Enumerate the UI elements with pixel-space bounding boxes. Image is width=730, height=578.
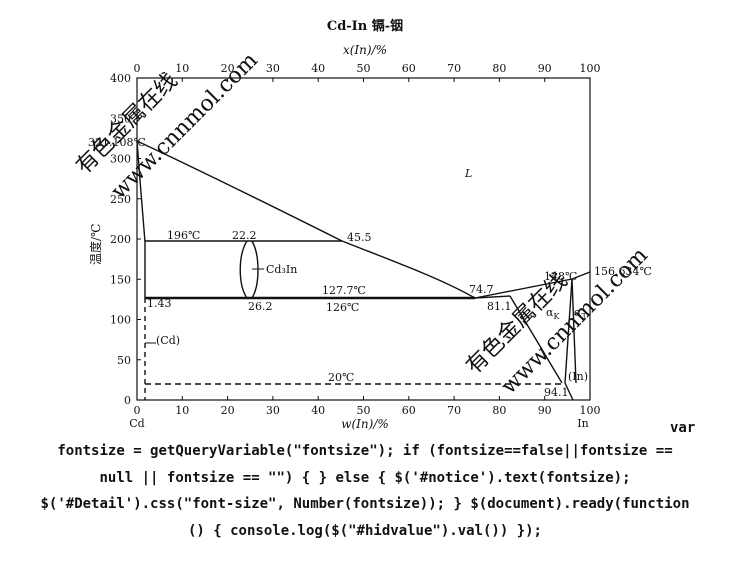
top-tick-label: 90 — [538, 62, 552, 75]
label-74-7: 74.7 — [469, 283, 494, 296]
y-tick-label: 300 — [110, 153, 131, 166]
code-text-block: fontsize = getQueryVariable("fontsize");… — [10, 438, 720, 544]
code-text-line: null || fontsize == "") { } else { $('#n… — [99, 469, 631, 486]
code-text-line: () { console.log($("#hidvalue").val()) }… — [187, 522, 542, 539]
y-tick-label: 250 — [110, 193, 131, 206]
alpha-boundary-right — [571, 278, 577, 384]
bottom-tick-label: 50 — [357, 404, 371, 417]
code-text-line: $('#Detail').css("font-size", Number(fon… — [40, 496, 690, 512]
top-tick-label: 20 — [221, 62, 235, 75]
cd-solidus — [136, 140, 146, 298]
label-81-1: 81.1 — [487, 300, 512, 313]
bottom-tick-label: 60 — [402, 404, 416, 417]
y-tick-label: 50 — [117, 354, 131, 367]
top-tick-label: 10 — [175, 62, 189, 75]
top-axis-label: x(In)/% — [343, 43, 387, 57]
label-20c: 20℃ — [328, 371, 354, 384]
phase-boundaries — [136, 140, 591, 401]
top-x-ticks: 0 10 20 30 40 50 60 70 80 90 100 — [134, 62, 601, 82]
label-26-2: 26.2 — [248, 300, 273, 313]
label-in-melting: 156.634℃ — [594, 265, 652, 278]
y-tick-label: 0 — [124, 394, 131, 407]
top-tick-label: 60 — [402, 62, 416, 75]
bottom-x-ticks: 0 10 20 30 40 50 60 70 80 90 100 — [134, 396, 601, 417]
end-label-in: In — [577, 417, 588, 430]
code-text-line: var — [670, 420, 696, 436]
end-label-cd: Cd — [129, 417, 144, 430]
bottom-tick-label: 0 — [134, 404, 141, 417]
top-tick-label: 0 — [134, 62, 141, 75]
label-126: 126℃ — [326, 301, 359, 314]
top-tick-label: 100 — [580, 62, 601, 75]
top-tick-label: 50 — [357, 62, 371, 75]
top-tick-label: 30 — [266, 62, 280, 75]
label-in-phase: (In) — [568, 370, 588, 383]
bottom-tick-label: 20 — [221, 404, 235, 417]
bottom-tick-label: 10 — [175, 404, 189, 417]
y-tick-label: 150 — [110, 273, 131, 286]
phase-diagram: 有色金属在线 www.cnnmol.com 有色金属在线 www.cnnmol.… — [72, 18, 653, 430]
label-22-2: 22.2 — [232, 229, 257, 242]
top-tick-label: 40 — [311, 62, 325, 75]
label-127-7: 127.7℃ — [322, 284, 366, 297]
cd3in-left-boundary — [239, 240, 248, 299]
y-tick-label: 100 — [110, 314, 131, 327]
y-tick-label: 200 — [110, 233, 131, 246]
y-tick-label: 400 — [110, 72, 131, 85]
liquidus-right — [341, 240, 476, 299]
bottom-tick-label: 40 — [311, 404, 325, 417]
y-axis-label: 温度/℃ — [88, 224, 103, 265]
top-tick-label: 70 — [447, 62, 461, 75]
label-liquid: L — [464, 167, 472, 180]
bottom-tick-label: 70 — [447, 404, 461, 417]
label-45-5: 45.5 — [347, 231, 372, 244]
label-1-43: 1.43 — [147, 297, 172, 310]
alpha-k-boundary — [509, 295, 563, 384]
label-cd-phase: (Cd) — [156, 334, 180, 347]
label-alpha-t: αT — [574, 306, 587, 321]
diagram-title: Cd-In 镉-铟 — [327, 18, 403, 34]
label-cd-melting: 321.108℃ — [88, 136, 146, 149]
liquidus-left — [136, 140, 343, 242]
alpha-boundary-left — [564, 278, 574, 401]
bottom-tick-label: 80 — [492, 404, 506, 417]
top-tick-label: 80 — [492, 62, 506, 75]
label-196c: 196℃ — [167, 229, 200, 242]
bottom-tick-label: 90 — [538, 404, 552, 417]
y-tick-label: 350 — [110, 112, 131, 125]
bottom-tick-label: 30 — [266, 404, 280, 417]
code-text-line: fontsize = getQueryVariable("fontsize");… — [57, 443, 673, 459]
label-94-1: 94.1 — [544, 386, 569, 399]
bottom-axis-label: w(In)/% — [341, 417, 389, 430]
y-ticks: 0 50 100 150 200 250 300 350 400 — [110, 72, 141, 407]
label-alpha-k: αK — [546, 306, 560, 321]
cd3in-right-boundary — [251, 240, 259, 299]
peritectic-line — [474, 295, 511, 299]
bottom-tick-label: 100 — [580, 404, 601, 417]
label-cd3in: Cd₃In — [266, 263, 297, 276]
label-148: 148℃ — [544, 270, 577, 283]
